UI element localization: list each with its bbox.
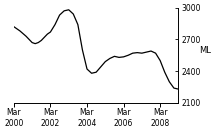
Y-axis label: ML: ML — [199, 46, 211, 55]
